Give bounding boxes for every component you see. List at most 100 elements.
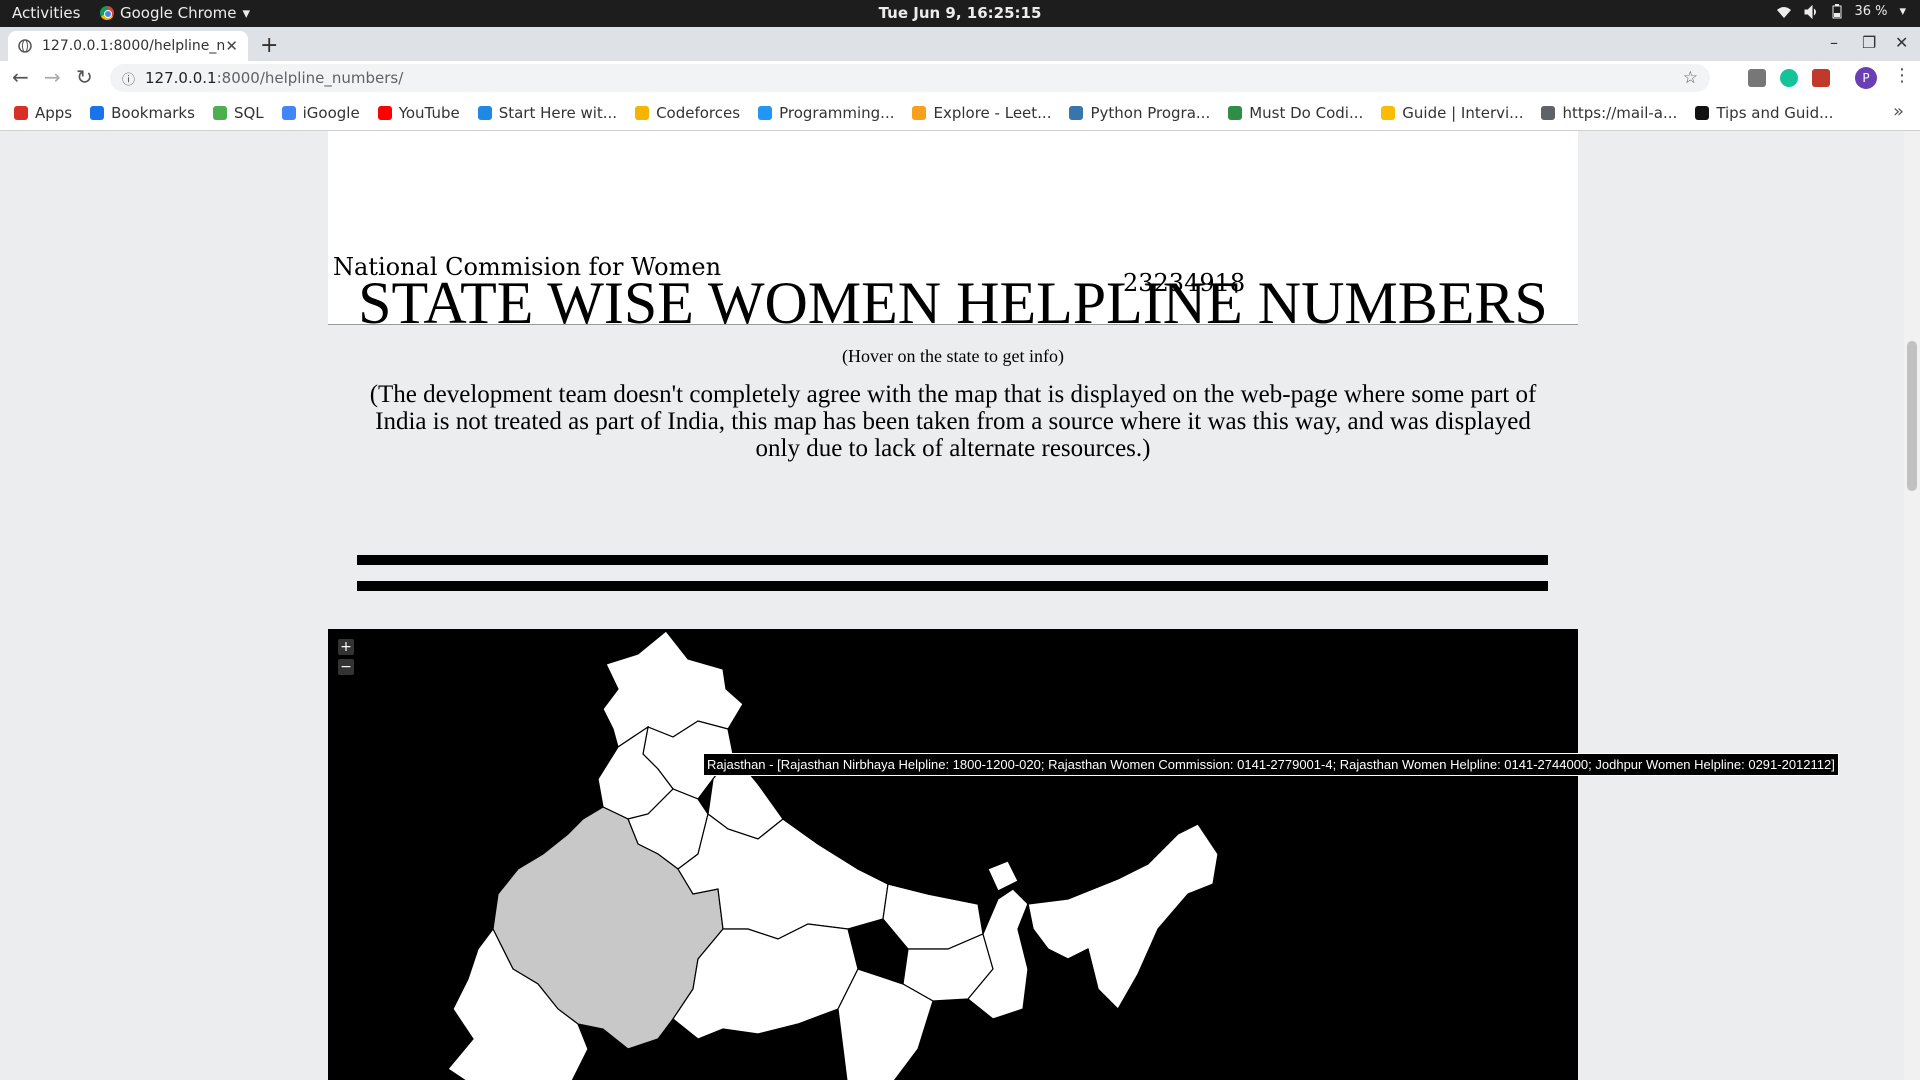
chrome-icon [100, 6, 114, 20]
reload-icon[interactable]: ↻ [76, 65, 93, 89]
map-disclaimer: (The development team doesn't completely… [369, 381, 1537, 462]
system-tray[interactable]: 36 % ▾ [1776, 4, 1906, 19]
bookmark-label: iGoogle [302, 103, 360, 122]
globe-icon [18, 39, 32, 53]
system-top-bar: Activities Google Chrome ▾ Tue Jun 9, 16… [0, 0, 1920, 27]
bookmark-label: Guide | Intervi... [1402, 103, 1524, 122]
bookmark-label: Python Progra... [1090, 103, 1211, 122]
hackerrank-icon [1695, 105, 1710, 120]
bangladesh-region [1017, 901, 1099, 1030]
bookmark-item[interactable]: Python Progra... [1069, 104, 1210, 122]
tab-strip: 127.0.0.1:8000/helpline_n ✕ + – ❐ ✕ [0, 27, 1920, 61]
globe-icon [1541, 105, 1556, 120]
bookmark-label: Must Do Codi... [1249, 103, 1364, 122]
google-icon [281, 105, 296, 120]
nepal-region [781, 808, 984, 905]
forward-icon[interactable]: → [44, 65, 61, 89]
bookmark-item[interactable]: Programming... [758, 104, 894, 122]
bookmark-item[interactable]: SQL [212, 103, 264, 122]
bookmark-item[interactable]: Tips and Guid... [1695, 104, 1833, 122]
gfg-icon [1228, 105, 1243, 120]
national-helpline-table: National Commision for Women 23234918 [328, 131, 1578, 325]
beta-icon [758, 105, 773, 120]
bookmark-item[interactable]: Must Do Codi... [1228, 104, 1363, 122]
window-close-icon[interactable]: ✕ [1895, 33, 1909, 52]
zoom-in-button[interactable]: + [338, 639, 354, 655]
zoom-out-button[interactable]: − [338, 659, 354, 675]
bookmark-item[interactable]: iGoogle [281, 103, 360, 122]
india-map[interactable]: + − [328, 629, 1578, 1080]
sql-icon [212, 105, 227, 120]
divider [357, 555, 1548, 565]
leetcode-icon [912, 105, 927, 120]
volume-icon [1804, 4, 1817, 19]
page-scrollbar[interactable] [1904, 131, 1920, 1080]
page-title: STATE WISE WOMEN HELPLINE NUMBERS [358, 270, 1548, 336]
bookmark-item[interactable]: Bookmarks [90, 104, 195, 122]
restore-icon[interactable]: ❐ [1862, 33, 1877, 52]
url-path: :8000/helpline_numbers/ [216, 69, 404, 87]
national-org-name: National Commision for Women [333, 253, 722, 281]
bookmark-item[interactable]: Apps [14, 104, 72, 122]
bookmark-label: SQL [233, 103, 264, 122]
state-madhya-pradesh[interactable] [672, 923, 859, 1040]
chevron-down-icon: ▾ [242, 4, 251, 22]
python-icon [1069, 105, 1084, 120]
state-chhattisgarh[interactable] [837, 968, 934, 1080]
bookmark-label: Apps [35, 103, 73, 122]
hover-hint: (Hover on the state to get info) [842, 346, 1064, 366]
state-info-tooltip: Rajasthan - [Rajasthan Nirbhaya Helpline… [703, 753, 1839, 776]
star-icon [90, 105, 105, 120]
close-tab-icon[interactable]: ✕ [225, 37, 238, 55]
activities-button[interactable]: Activities [12, 4, 81, 22]
bookmark-star-icon[interactable]: ☆ [1682, 68, 1698, 88]
clock[interactable]: Tue Jun 9, 16:25:15 [878, 4, 1042, 22]
more-bookmarks-icon[interactable]: » [1892, 101, 1904, 122]
battery-percent: 36 % [1854, 4, 1888, 19]
cast-extension-icon[interactable] [1812, 69, 1830, 87]
bookmark-item[interactable]: Guide | Intervi... [1381, 104, 1523, 122]
eyedropper-extension-icon[interactable] [1748, 69, 1766, 87]
bookmark-item[interactable]: https://mail-a... [1541, 104, 1677, 122]
bookmark-label: YouTube [398, 103, 460, 122]
minimize-icon[interactable]: – [1830, 33, 1838, 52]
more-menu-icon[interactable]: ⋮ [1893, 65, 1911, 86]
bookmark-item[interactable]: Codeforces [635, 104, 740, 122]
bookmark-label: Start Here wit... [498, 103, 618, 122]
url-host: 127.0.0.1 [145, 69, 217, 87]
map-svg [447, 630, 1219, 1080]
state-sikkim[interactable] [987, 860, 1019, 892]
state-gujarat[interactable] [447, 927, 589, 1080]
page-viewport: National Commision for Women 23234918 ST… [0, 131, 1904, 1080]
grammarly-extension-icon[interactable] [1780, 69, 1798, 87]
bookmark-label: Programming... [779, 103, 895, 122]
browser-toolbar: ← → ↻ ⓘ 127.0.0.1 :8000/helpline_numbers… [0, 61, 1920, 95]
app-name: Google Chrome [120, 4, 237, 22]
youtube-icon [377, 105, 392, 120]
codeforces-icon [635, 105, 650, 120]
bookmark-label: https://mail-a... [1562, 103, 1678, 122]
divider [357, 581, 1548, 591]
bookmark-label: Bookmarks [111, 103, 195, 122]
apps-grid-icon [14, 105, 28, 120]
browser-tab[interactable]: 127.0.0.1:8000/helpline_n ✕ [8, 31, 248, 61]
national-helpline-number: 23234918 [1123, 269, 1246, 297]
back-icon[interactable]: ← [12, 65, 29, 89]
bookmark-label: Explore - Leet... [933, 103, 1052, 122]
bookmarks-bar: Apps Bookmarks SQL iGoogle YouTube Start Here… [0, 95, 1920, 131]
chevron-down-icon: ▾ [1899, 4, 1906, 19]
wifi-icon [1777, 6, 1792, 18]
app-menu[interactable]: Google Chrome ▾ [100, 4, 250, 22]
p-icon [477, 105, 492, 120]
folder-icon [1381, 105, 1396, 120]
bookmark-item[interactable]: Start Here wit... [477, 103, 618, 122]
profile-avatar[interactable]: P [1855, 67, 1877, 89]
bookmark-item[interactable]: Explore - Leet... [912, 104, 1051, 122]
battery-icon [1832, 4, 1842, 19]
address-bar[interactable]: ⓘ 127.0.0.1 :8000/helpline_numbers/ ☆ [110, 64, 1710, 92]
info-icon[interactable]: ⓘ [122, 72, 136, 88]
bookmark-label: Tips and Guid... [1716, 103, 1834, 122]
scrollbar-thumb[interactable] [1907, 341, 1917, 491]
new-tab-button[interactable]: + [260, 33, 279, 58]
bookmark-item[interactable]: YouTube [377, 103, 460, 122]
